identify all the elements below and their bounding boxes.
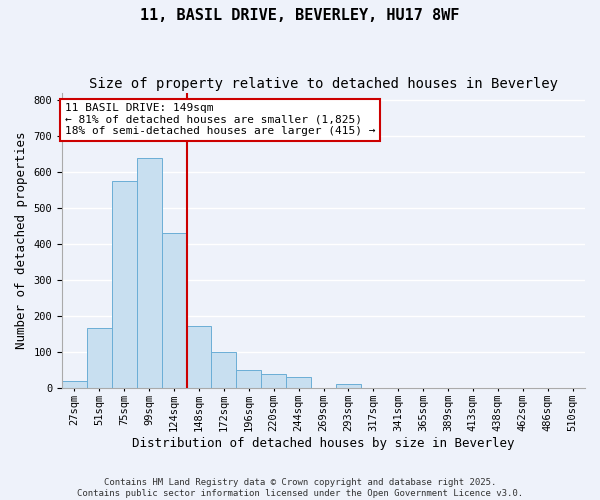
Bar [261, 374, 286, 388]
Bar [112, 181, 137, 388]
Bar [137, 158, 161, 388]
Bar [161, 234, 187, 388]
Y-axis label: Number of detached properties: Number of detached properties [15, 132, 28, 350]
Bar [187, 326, 211, 388]
X-axis label: Distribution of detached houses by size in Beverley: Distribution of detached houses by size … [132, 437, 515, 450]
Bar [236, 370, 261, 388]
Bar [211, 352, 236, 389]
Title: Size of property relative to detached houses in Beverley: Size of property relative to detached ho… [89, 78, 558, 92]
Text: 11, BASIL DRIVE, BEVERLEY, HU17 8WF: 11, BASIL DRIVE, BEVERLEY, HU17 8WF [140, 8, 460, 22]
Bar [62, 381, 87, 388]
Text: Contains HM Land Registry data © Crown copyright and database right 2025.
Contai: Contains HM Land Registry data © Crown c… [77, 478, 523, 498]
Bar [336, 384, 361, 388]
Text: 11 BASIL DRIVE: 149sqm
← 81% of detached houses are smaller (1,825)
18% of semi-: 11 BASIL DRIVE: 149sqm ← 81% of detached… [65, 103, 375, 136]
Bar [286, 377, 311, 388]
Bar [87, 328, 112, 388]
